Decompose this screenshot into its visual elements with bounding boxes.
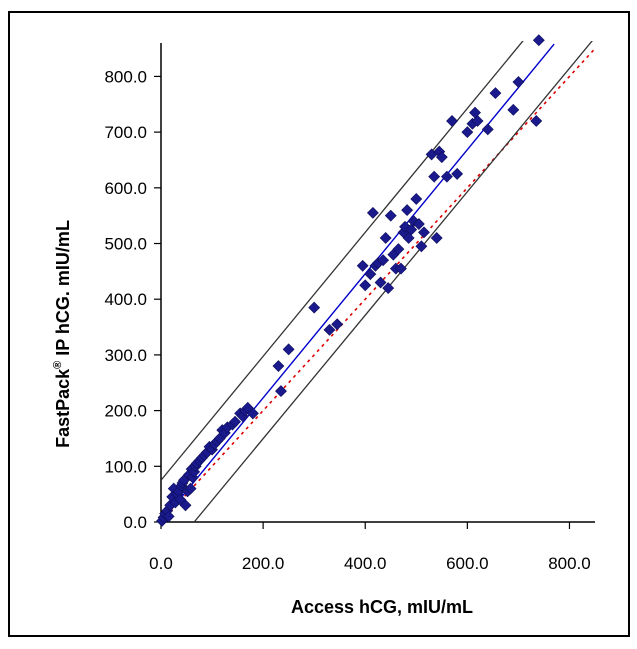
plot-area: 0.0 200.0 400.0 600.0 800.0 0.0 100.0 200.0 300.… (104, 34, 596, 573)
data-point (530, 115, 543, 127)
data-point (162, 510, 175, 523)
data-point (512, 76, 525, 88)
x-tick-label: 800.0 (548, 554, 591, 573)
data-point (410, 193, 423, 205)
data-point (246, 407, 259, 420)
data-point (272, 360, 285, 372)
data-point (430, 232, 443, 244)
data-point (384, 209, 397, 222)
data-point (412, 218, 425, 230)
data-point (229, 415, 241, 428)
x-tick-label: 400.0 (344, 554, 387, 573)
lower-limit-line (193, 41, 593, 523)
x-axis-title: Access hCG, mIU/mL (291, 597, 473, 617)
y-tick-label: 700.0 (104, 123, 147, 142)
data-point (308, 301, 321, 314)
data-point (461, 126, 474, 139)
y-tick-label: 300.0 (104, 346, 147, 365)
y-tick-label: 0.0 (123, 513, 147, 532)
data-point (489, 87, 502, 100)
y-tick-label: 200.0 (104, 402, 147, 421)
data-point (374, 276, 387, 289)
data-point (441, 170, 453, 183)
data-point (331, 318, 344, 331)
data-point (282, 343, 295, 356)
data-point (481, 123, 494, 136)
y-axis-title-superscript: ® (52, 361, 64, 369)
data-point (184, 482, 197, 495)
data-point (532, 34, 545, 47)
data-point (364, 268, 377, 281)
y-tick-label: 400.0 (104, 290, 147, 309)
data-point (415, 240, 428, 253)
y-tick-label: 800.0 (104, 67, 147, 86)
data-point (401, 204, 414, 217)
fit-line (161, 43, 555, 523)
x-tick-label: 600.0 (446, 554, 489, 573)
data-point (392, 243, 405, 256)
data-point (395, 262, 407, 275)
data-point (377, 254, 390, 267)
data-point (179, 499, 192, 512)
data-point (471, 115, 484, 127)
y-axis-title-rest: IP hCG. mIU/mL (53, 220, 73, 361)
data-point (359, 279, 372, 292)
data-point (428, 170, 441, 183)
data-point (451, 167, 464, 180)
outer-border (8, 11, 630, 637)
y-tick-label: 100.0 (104, 457, 147, 476)
data-point (379, 232, 392, 244)
data-point (418, 226, 430, 239)
identity-line (161, 48, 596, 523)
data-point (435, 151, 448, 164)
x-tick-label: 0.0 (149, 554, 173, 573)
data-point (356, 259, 369, 272)
data-point (275, 385, 287, 398)
data-point (507, 103, 520, 116)
data-point (323, 323, 336, 336)
y-tick-label: 500.0 (104, 235, 147, 254)
data-point (382, 282, 395, 294)
y-tick-label: 600.0 (104, 179, 147, 198)
x-tick-label: 200.0 (242, 554, 285, 573)
y-axis-title-main: FastPack (53, 368, 73, 448)
y-axis-title: FastPack® IP hCG. mIU/mL (52, 220, 73, 448)
data-point (366, 206, 379, 219)
data-point (446, 115, 458, 127)
upper-limit-line (161, 41, 524, 481)
